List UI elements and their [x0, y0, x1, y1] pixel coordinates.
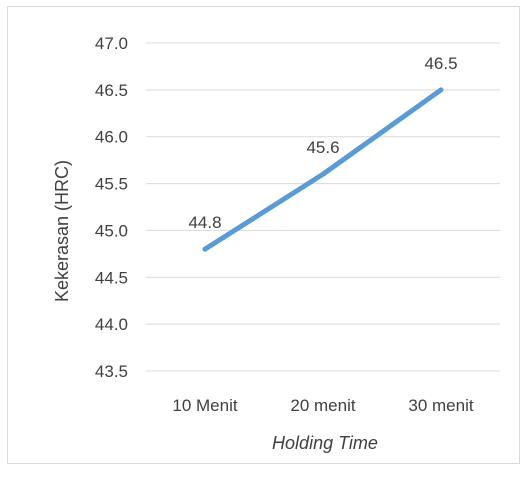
chart-frame: [7, 6, 520, 464]
x-tick-labels: 10 Menit 20 menit 30 menit: [172, 396, 473, 415]
x-tick-label: 30 menit: [408, 396, 473, 415]
y-tick-label: 45.0: [95, 221, 128, 240]
data-label: 45.6: [306, 138, 339, 157]
y-tick-label: 47.0: [95, 34, 128, 53]
y-tick-label: 44.0: [95, 315, 128, 334]
y-tick-label: 45.5: [95, 175, 128, 194]
x-tick-label: 10 Menit: [172, 396, 237, 415]
y-axis-title: Kekerasan (HRC): [52, 160, 72, 302]
series-group: [202, 87, 444, 252]
y-tick-label: 44.5: [95, 268, 128, 287]
x-tick-label: 20 menit: [290, 396, 355, 415]
x-axis-title: Holding Time: [272, 433, 378, 453]
y-tick-label: 46.5: [95, 81, 128, 100]
gridlines: [146, 42, 500, 372]
y-tick-label: 46.0: [95, 128, 128, 147]
data-labels: 44.8 45.6 46.5: [188, 54, 457, 232]
data-label: 46.5: [424, 54, 457, 73]
data-label: 44.8: [188, 213, 221, 232]
y-tick-labels: 43.5 44.0 44.5 45.0 45.5 46.0 46.5 47.0: [95, 34, 128, 381]
series-line: [202, 87, 444, 252]
y-tick-label: 43.5: [95, 362, 128, 381]
